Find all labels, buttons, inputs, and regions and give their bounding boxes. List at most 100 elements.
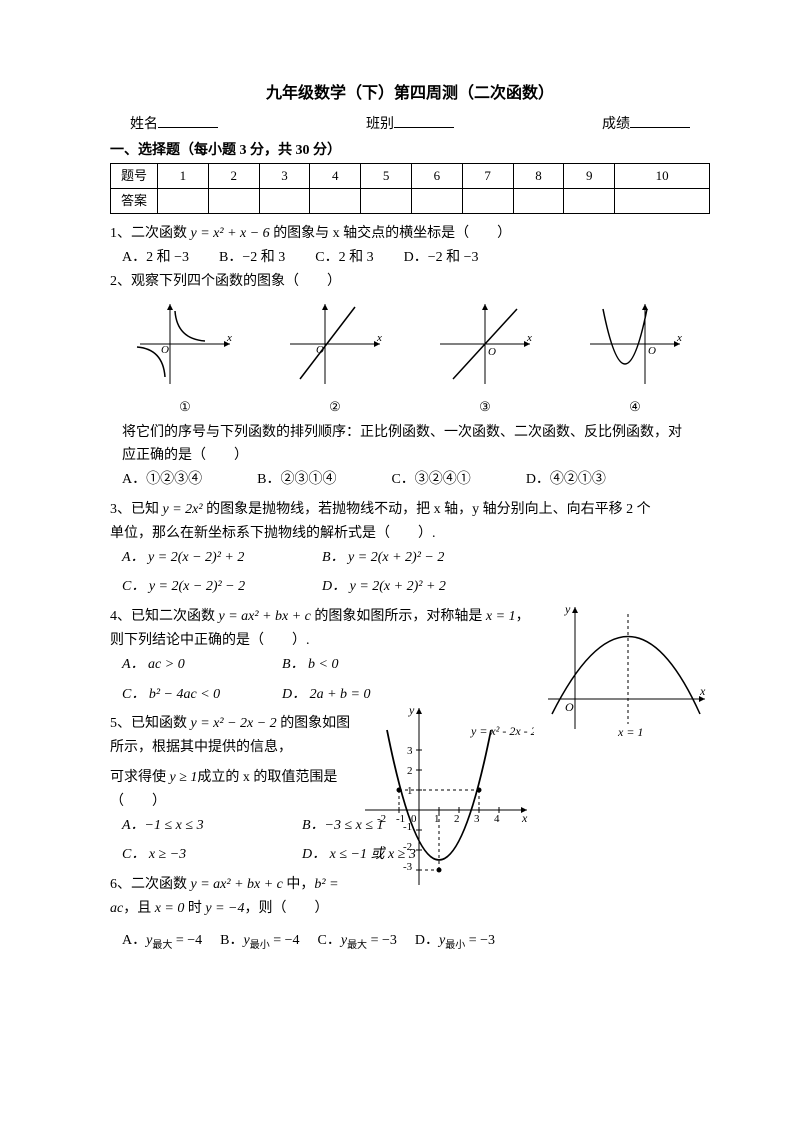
ans-7[interactable] [462,188,513,213]
q4-opt-c: C． b² − 4ac < 0 [122,683,282,707]
section-1-heading: 一、选择题（每小题 3 分，共 30 分） [110,139,710,163]
col-9: 9 [564,163,615,188]
q2-opt-c: C．③②④① [391,468,470,492]
q6-opt-b: B．y最小 = −4 [220,929,299,954]
question-2-stem: 2、观察下列四个函数的图象（ ） [110,270,710,294]
q4-stem-c: ， [516,609,530,624]
q3-opt-b: B． y = 2(x + 2)² − 2 [322,546,522,570]
graph-3-label: ③ [435,396,535,418]
q3-opt-d: D． y = 2(x + 2)² + 2 [322,575,522,599]
linear-icon: x O [285,299,385,389]
q3-opt-c: C． y = 2(x − 2)² − 2 [122,575,322,599]
q2-opt-a: A．①②③④ [122,468,202,492]
svg-text:O: O [161,344,169,356]
q1-opt-a: A．2 和 −3 [122,246,189,270]
q1-opt-c: C．2 和 3 [315,246,373,270]
q3-expr: y = 2x² [163,502,203,517]
q5-options: A．−1 ≤ x ≤ 3 B．−3 ≤ x ≤ 1 C． x ≥ −3 D． x… [122,814,353,868]
q3-options: A． y = 2(x − 2)² + 2 B． y = 2(x + 2)² − … [122,546,710,600]
svg-text:x: x [526,332,532,344]
q2-opt-b: B．②③①④ [257,468,336,492]
q6-sc: ，且 [123,901,155,916]
q6-sa: 6、二次函数 [110,877,191,892]
name-label: 姓名 [130,117,158,132]
q5-expr: y = x² − 2x − 2 [191,716,277,731]
q2-opt-d: D．④②①③ [526,468,606,492]
q6-sb: 中， [283,877,315,892]
q4-expr2: x = 1 [486,609,516,624]
graph-2: x O ② [285,299,385,418]
col-4: 4 [310,163,361,188]
q5-l2a: 可求得使 [110,770,170,785]
ans-10[interactable] [615,188,710,213]
svg-text:x: x [676,332,682,344]
svg-text:2: 2 [407,765,413,777]
ans-1[interactable] [158,188,209,213]
q4-stem-b: 的图象如图所示，对称轴是 [311,609,486,624]
q1-opt-d: D．−2 和 −3 [404,246,479,270]
q3-opt-a: A． y = 2(x − 2)² + 2 [122,546,322,570]
student-info-row: 姓名 班别 成绩 [110,113,710,137]
hyperbola-icon: x O [135,299,235,389]
col-6: 6 [411,163,462,188]
q1-stem-a: 1、二次函数 [110,226,191,241]
q6-opt-d: D．y最小 = −3 [415,929,495,954]
col-10: 10 [615,163,710,188]
svg-text:1: 1 [407,785,413,797]
ans-5[interactable] [361,188,412,213]
q1-stem-b: 的图象与 x 轴交点的横坐标是（ ） [270,226,512,241]
th-num: 题号 [111,163,158,188]
score-blank[interactable] [630,113,690,128]
q5-opt-a: A．−1 ≤ x ≤ 3 [122,814,302,838]
graph-3: x O ③ [435,299,535,418]
question-1: 1、二次函数 y = x² + x − 6 的图象与 x 轴交点的横坐标是（ ） [110,222,710,246]
q4-opt-d: D． 2a + b = 0 [282,683,442,707]
q1-opt-b: B．−2 和 3 [219,246,285,270]
q6-e1: y = ax² + bx + c [191,877,283,892]
q6-options: A．y最大 = −4 B．y最小 = −4 C．y最大 = −3 D．y最小 =… [122,929,710,954]
ans-2[interactable] [208,188,259,213]
class-blank[interactable] [394,113,454,128]
svg-text:O: O [565,700,574,714]
q5-opt-d: D． x ≤ −1 或 x ≥ 3 [302,843,482,867]
graph-1: x O ① [135,299,235,418]
q1-options: A．2 和 −3 B．−2 和 3 C．2 和 3 D．−2 和 −3 [122,246,710,270]
svg-text:x: x [376,332,382,344]
graph-1-label: ① [135,396,235,418]
svg-text:x = 1: x = 1 [617,725,643,739]
ans-6[interactable] [411,188,462,213]
q3-stem-a: 3、已知 [110,502,163,517]
ans-3[interactable] [259,188,310,213]
graph-4: x O ④ [585,299,685,418]
col-8: 8 [513,163,564,188]
q6-opt-c: C．y最大 = −3 [318,929,397,954]
svg-text:y: y [564,602,571,616]
graph-2-label: ② [285,396,385,418]
q5-stem-a: 5、已知函数 [110,716,191,731]
col-1: 1 [158,163,209,188]
q4-opt-b: B． b < 0 [282,653,442,677]
svg-text:x: x [521,811,528,825]
q5-opt-b: B．−3 ≤ x ≤ 1 [302,814,482,838]
svg-text:y = x² - 2x - 2: y = x² - 2x - 2 [470,724,534,738]
q6-e4: y = −4 [205,901,244,916]
ans-9[interactable] [564,188,615,213]
question-3: 3、已知 y = 2x² 的图象是抛物线，若抛物线不动，把 x 轴，y 轴分别向… [110,498,710,522]
svg-text:O: O [648,345,656,357]
q6-sd: 时 [184,901,205,916]
q4-options: A． ac > 0 B． b < 0 C． b² − 4ac < 0 D． 2a… [122,653,534,707]
col-3: 3 [259,163,310,188]
q4-figure: x y O x = 1 [540,599,710,739]
svg-text:x: x [226,332,232,344]
q6-e3: x = 0 [155,901,185,916]
svg-text:4: 4 [494,813,500,825]
ans-4[interactable] [310,188,361,213]
q2-line2: 应正确的是（ ） [122,444,710,468]
q4-expr1: y = ax² + bx + c [219,609,311,624]
q2-options: A．①②③④ B．②③①④ C．③②④① D．④②①③ [122,468,710,492]
name-blank[interactable] [158,113,218,128]
page-title: 九年级数学（下）第四周测（二次函数） [110,80,710,107]
ans-8[interactable] [513,188,564,213]
q6-opt-a: A．y最大 = −4 [122,929,202,954]
graph-4-label: ④ [585,396,685,418]
